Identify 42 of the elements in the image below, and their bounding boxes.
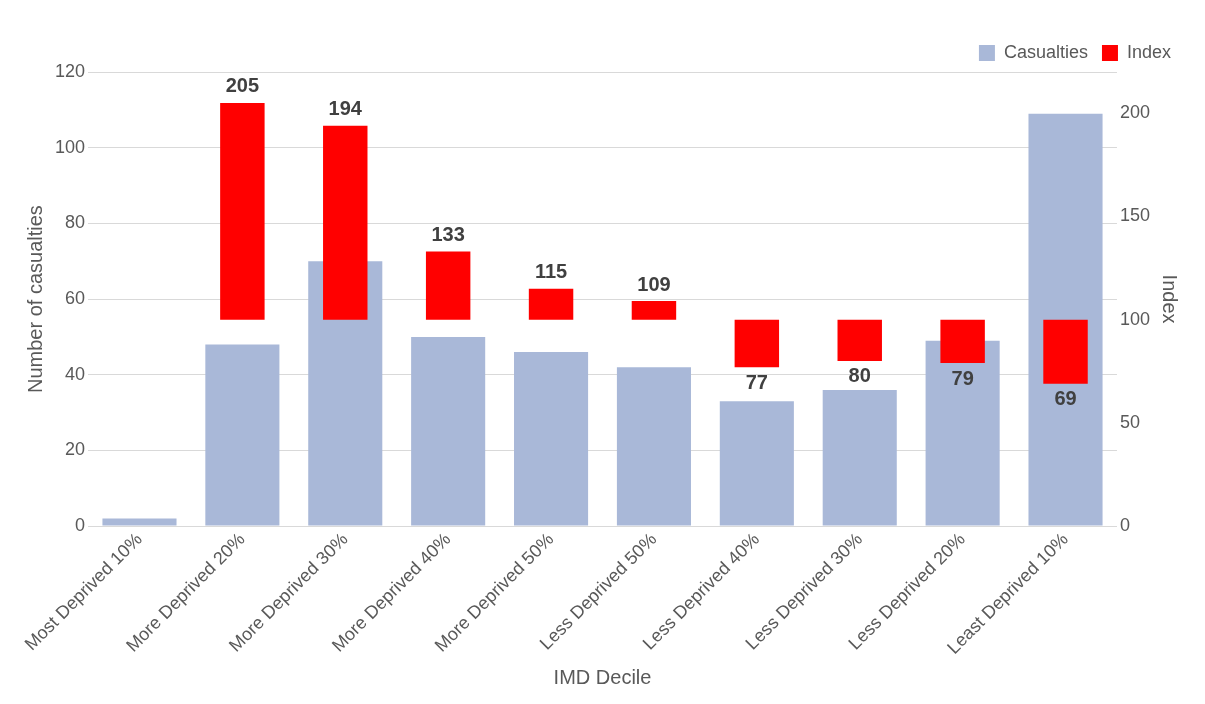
data-label: 77: [745, 370, 768, 393]
bar: [940, 319, 985, 364]
legend-label: Casualties: [1003, 41, 1088, 62]
y-tick-label: 60: [65, 288, 86, 309]
data-label: 69: [1054, 387, 1077, 410]
y2-tick-label: 150: [1119, 205, 1151, 226]
y2-axis-title: Index: [1159, 274, 1182, 324]
bar: [205, 344, 280, 526]
data-label: 133: [431, 223, 465, 246]
data-label: 109: [637, 272, 671, 295]
bar: [1043, 319, 1088, 384]
bar: [102, 518, 177, 526]
y-tick-label: 40: [65, 363, 86, 384]
y2-tick-label: 100: [1119, 308, 1151, 329]
bar: [734, 319, 780, 368]
y2-tick-label: 200: [1119, 102, 1151, 123]
y2-tick-label: 50: [1119, 411, 1140, 432]
bar: [425, 251, 471, 320]
data-label: 115: [534, 260, 568, 283]
bar: [411, 336, 486, 526]
data-label: 205: [225, 74, 260, 97]
y-tick-label: 120: [54, 60, 86, 81]
data-label: 79: [951, 366, 974, 389]
bar: [631, 301, 677, 320]
y-tick-label: 100: [54, 136, 86, 157]
legend-label: Index: [1126, 41, 1172, 62]
bar: [616, 367, 691, 526]
y-tick-label: 0: [75, 515, 86, 536]
bar: [220, 102, 265, 320]
y-tick-label: 20: [65, 439, 86, 460]
y-tick-label: 80: [65, 212, 86, 233]
bar: [719, 401, 794, 526]
bar: [528, 288, 574, 320]
y-axis-title: Number of casualties: [23, 205, 46, 393]
y2-tick-label: 0: [1119, 515, 1130, 536]
bar: [822, 389, 897, 526]
bar: [837, 319, 882, 361]
data-label: 80: [848, 364, 871, 387]
bar: [514, 352, 589, 526]
data-label: 194: [328, 97, 363, 120]
x-axis-title: IMD Decile: [553, 665, 652, 688]
bar: [1028, 113, 1103, 526]
